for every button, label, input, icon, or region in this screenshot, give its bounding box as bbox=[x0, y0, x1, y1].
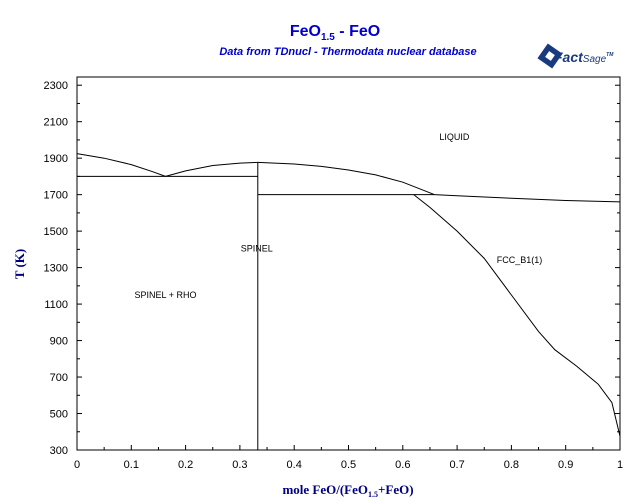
y-tick-label: 1700 bbox=[44, 190, 68, 202]
factsage-logo-mark: TM bbox=[606, 52, 614, 58]
x-axis-label: mole FeO/(FeO1.5+FeO) bbox=[282, 482, 413, 499]
phase-boundary-7 bbox=[413, 194, 621, 437]
x-tick-label: 0.4 bbox=[287, 459, 302, 471]
chart-subtitle: Data from TDnucl - Thermodata nuclear da… bbox=[219, 46, 476, 58]
x-tick-label: 1 bbox=[617, 459, 623, 471]
factsage-logo-text: FactSageTM bbox=[554, 49, 614, 65]
y-tick-label: 300 bbox=[50, 445, 68, 457]
x-tick-label: 0.7 bbox=[449, 459, 464, 471]
x-axis-label-part2: +FeO) bbox=[378, 482, 414, 497]
y-tick-label: 900 bbox=[50, 336, 68, 348]
region-label: LIQUID bbox=[439, 132, 470, 142]
y-tick-label: 2300 bbox=[44, 80, 68, 92]
chart-title: FeO1.5 - FeO bbox=[290, 23, 380, 43]
chart-title-main: FeO bbox=[290, 23, 321, 40]
x-tick-label: 0.6 bbox=[395, 459, 410, 471]
y-axis-ticks: 300 500 700 900 1100 1300 1500 1700 1900 2100 2300 bbox=[44, 80, 620, 457]
chart-title-subscript: 1.5 bbox=[321, 32, 335, 43]
x-axis-ticks: 0 0.1 0.2 0.3 0.4 0.5 0.6 0.7 0.8 0.9 1 bbox=[74, 445, 623, 471]
factsage-logo-word2: Sage bbox=[583, 54, 607, 65]
y-tick-label: 1900 bbox=[44, 153, 68, 165]
y-tick-label: 1100 bbox=[44, 299, 68, 311]
y-tick-label: 1500 bbox=[44, 226, 68, 238]
x-tick-label: 0.9 bbox=[558, 459, 573, 471]
y-tick-label: 1300 bbox=[44, 263, 68, 275]
phase-boundary-2 bbox=[257, 161, 435, 196]
factsage-logo: FactSageTM bbox=[537, 43, 614, 69]
x-tick-label: 0.3 bbox=[232, 459, 247, 471]
phase-boundary-0 bbox=[76, 153, 166, 177]
x-axis-label-part1: mole FeO/(FeO bbox=[282, 482, 368, 497]
phase-boundary-3 bbox=[434, 194, 621, 203]
factsage-logo-emblem bbox=[537, 43, 563, 69]
region-label: SPINEL bbox=[241, 243, 273, 253]
phase-boundaries bbox=[76, 153, 621, 450]
y-tick-label: 2100 bbox=[44, 117, 68, 129]
phase-boundary-1 bbox=[165, 161, 258, 177]
x-tick-label: 0.8 bbox=[504, 459, 519, 471]
x-tick-label: 0.5 bbox=[341, 459, 356, 471]
y-tick-label: 500 bbox=[50, 409, 68, 421]
x-tick-label: 0.2 bbox=[178, 459, 193, 471]
factsage-logo-word1: Fact bbox=[554, 49, 584, 65]
region-label: FCC_B1(1) bbox=[497, 255, 543, 265]
x-tick-label: 0 bbox=[74, 459, 80, 471]
y-tick-label: 700 bbox=[50, 372, 68, 384]
region-labels: LIQUID SPINEL SPINEL + RHO FCC_B1(1) bbox=[135, 132, 543, 300]
chart-title-rest: - FeO bbox=[335, 23, 380, 40]
region-label: SPINEL + RHO bbox=[135, 290, 197, 300]
y-axis-label: T (K) bbox=[12, 249, 27, 279]
x-tick-label: 0.1 bbox=[124, 459, 139, 471]
x-axis-label-subscript: 1.5 bbox=[368, 490, 378, 499]
